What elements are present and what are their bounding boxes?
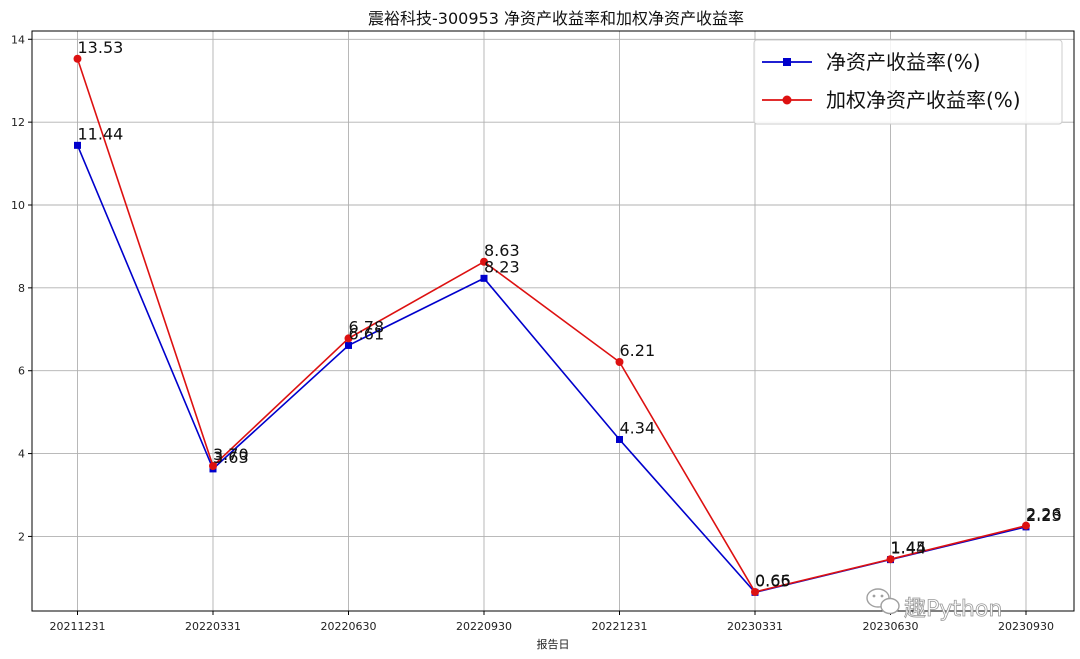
data-label: 8.23 [484,257,520,276]
data-point [886,555,895,564]
x-tick-label: 20230930 [998,620,1054,633]
y-tick-label: 4 [18,448,25,461]
data-point [345,341,352,349]
y-tick-label: 14 [11,33,25,46]
x-tick-label: 20220930 [456,620,512,633]
grid [32,31,1074,611]
data-label: 0.66 [755,571,791,590]
data-point [480,274,488,282]
data-label: 1.45 [891,538,927,557]
series-line [76,144,1027,594]
legend-box [753,39,1063,125]
x-tick-label: 20221231 [592,620,648,633]
x-tick-label: 20211231 [50,620,106,633]
data-label: 2.26 [1026,505,1062,524]
legend-label: 加权净资产收益率(%) [826,88,1021,112]
data-point [73,54,82,63]
data-label: 6.21 [620,341,656,360]
data-label: 6.78 [349,317,385,336]
plot-frame [31,30,1075,612]
y-tick-label: 8 [18,282,25,295]
data-point [74,141,81,149]
data-label: 6.61 [349,324,385,343]
data-label: 3.70 [213,445,249,464]
chart-title: 震裕科技-300953 净资产收益率和加权净资产收益率 [368,9,744,28]
y-tick-label: 10 [11,199,25,212]
x-axis-label: 报告日 [537,637,570,651]
data-label: 1.44 [891,539,927,558]
legend-label: 净资产收益率(%) [826,50,981,74]
series-line [76,58,1027,593]
x-tick-label: 20230630 [863,620,919,633]
axes: 2 4 6 8 10 12 14 20211231 20220331 20220630 202209… [11,33,1054,633]
data-label: 8.63 [484,241,520,260]
data-point [344,334,353,343]
data-label: 4.34 [620,418,656,437]
data-label: 3.63 [213,448,249,467]
data-point [616,435,623,443]
watermark-text: 趣Python [904,597,1002,622]
legend: 净资产收益率(%) 加权净资产收益率(%) [753,39,1063,125]
legend-marker [782,95,792,105]
wechat-icon [866,588,900,615]
data-label: 13.53 [78,38,124,57]
data-label: 0.65 [755,571,791,590]
y-tick-label: 6 [18,365,25,378]
data-point [615,358,624,367]
watermark: 趣Python [866,588,1003,622]
x-tick-label: 20220331 [185,620,241,633]
data-label: 11.44 [78,124,124,143]
data-point [480,257,488,266]
data-point [1022,521,1030,530]
series-layer [73,54,1030,596]
y-tick-label: 2 [18,530,25,543]
x-tick-label: 20220630 [321,620,377,633]
data-label: 2.23 [1026,506,1062,525]
data-point [209,462,217,470]
y-tick-label: 12 [11,116,25,129]
data-labels: 11.44 3.63 6.61 8.23 4.34 0.65 1.44 2.23 13.53 3.… [78,38,1062,591]
x-tick-label: 20230331 [727,620,783,633]
data-point [751,587,759,596]
legend-marker [783,58,791,66]
